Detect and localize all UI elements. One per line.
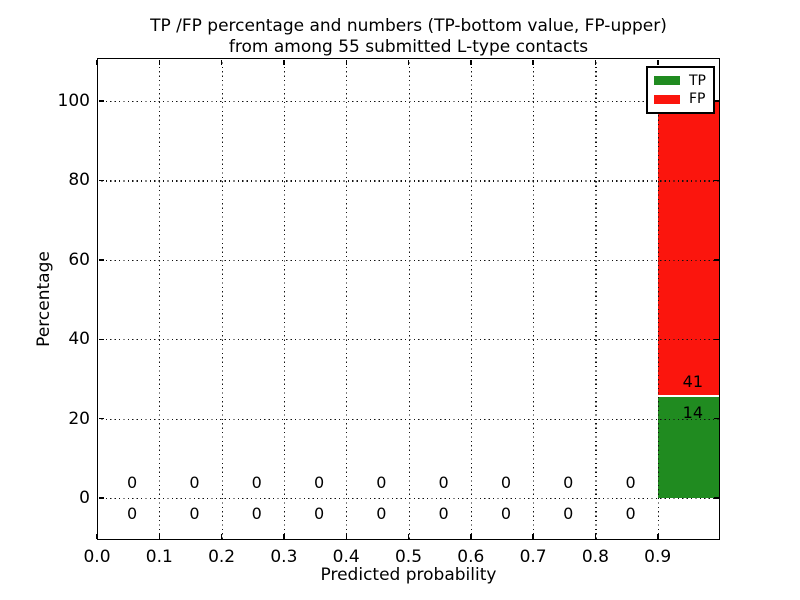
- fp-count-label: 0: [127, 473, 138, 492]
- x-tick-label: 0.3: [270, 547, 298, 567]
- x-tick-mark-top: [345, 59, 347, 65]
- y-tick-label: 20: [68, 408, 90, 429]
- v-gridline: [221, 58, 223, 540]
- tp-count-label: 0: [438, 504, 449, 523]
- y-tick-mark: [98, 259, 104, 261]
- bar-segment-separator: [657, 395, 720, 398]
- x-tick-mark-top: [532, 59, 534, 65]
- x-tick-mark: [470, 533, 472, 539]
- x-tick-mark: [158, 533, 161, 539]
- legend-entry-tp: TP: [648, 74, 713, 88]
- tp-count-label: 14: [682, 402, 704, 422]
- x-tick-mark-top: [470, 59, 472, 65]
- x-tick-mark: [220, 533, 223, 539]
- x-tick-label: 0.6: [457, 547, 485, 567]
- x-tick-label: 0.7: [519, 547, 547, 567]
- tp-color-swatch-icon: [654, 76, 680, 86]
- v-gridline: [657, 58, 659, 540]
- x-tick-label: 0.0: [83, 547, 111, 567]
- legend: TP FP: [646, 66, 715, 114]
- x-tick-mark: [407, 533, 410, 539]
- x-tick-label: 0.8: [581, 547, 609, 567]
- fp-color-swatch-icon: [654, 94, 680, 104]
- fp-count-label: 0: [500, 473, 512, 492]
- y-tick-mark: [98, 100, 104, 102]
- x-tick-mark-top: [283, 59, 285, 65]
- fp-count-label: 0: [251, 473, 262, 492]
- chart-title-line-1: TP /FP percentage and numbers (TP-bottom…: [150, 16, 667, 36]
- y-tick-label: 60: [68, 249, 90, 270]
- tp-count-label: 0: [189, 504, 200, 523]
- y-tick-mark-right: [713, 259, 719, 261]
- y-tick-mark-right: [713, 497, 719, 499]
- y-tick-label: 100: [57, 91, 90, 111]
- x-tick-label: 0.9: [644, 547, 672, 567]
- fp-count-label: 0: [313, 473, 325, 492]
- fp-count-label: 0: [376, 473, 387, 492]
- chart-title-line-2: from among 55 submitted L-type contacts: [228, 37, 589, 57]
- tp-count-label: 0: [251, 504, 262, 523]
- y-tick-label: 0: [79, 488, 90, 508]
- tp-count-label: 0: [127, 504, 138, 523]
- tp-count-label: 0: [313, 504, 325, 523]
- x-tick-label: 0.4: [332, 547, 360, 567]
- legend-label-fp: FP: [689, 91, 706, 108]
- tp-bar: [657, 396, 720, 498]
- x-axis-label: Predicted probability: [320, 565, 497, 585]
- y-tick-mark: [98, 338, 104, 340]
- v-gridline: [408, 58, 410, 540]
- tp-count-label: 0: [500, 504, 512, 523]
- v-gridline: [595, 58, 597, 540]
- x-tick-label: 0.1: [145, 547, 173, 567]
- y-tick-mark-right: [713, 417, 719, 420]
- v-gridline: [283, 58, 286, 540]
- x-tick-mark: [657, 533, 659, 539]
- y-tick-label: 40: [68, 329, 90, 350]
- x-tick-mark: [594, 533, 597, 539]
- x-tick-mark-top: [96, 59, 98, 65]
- fp-count-label: 0: [563, 473, 574, 492]
- tp-count-label: 0: [625, 504, 636, 523]
- x-tick-mark: [96, 533, 98, 539]
- x-tick-mark-top: [220, 59, 223, 65]
- x-tick-label: 0.2: [208, 547, 236, 567]
- fp-count-label: 41: [682, 371, 704, 391]
- v-gridline: [159, 58, 161, 540]
- y-tick-mark: [98, 497, 104, 499]
- v-gridline: [346, 58, 348, 540]
- y-tick-mark: [98, 179, 104, 182]
- fp-bar: [657, 101, 720, 397]
- x-tick-mark-top: [657, 59, 659, 65]
- x-tick-mark-top: [158, 59, 161, 65]
- x-tick-mark-top: [594, 59, 597, 65]
- x-tick-mark-top: [407, 59, 410, 65]
- v-gridline: [470, 58, 472, 540]
- y-tick-label: 80: [68, 170, 90, 191]
- x-tick-mark: [283, 533, 285, 539]
- y-tick-mark-right: [713, 338, 719, 340]
- v-gridline: [533, 58, 535, 540]
- tp-count-label: 0: [376, 504, 387, 523]
- x-tick-label: 0.5: [394, 547, 423, 567]
- tp-count-label: 0: [563, 504, 574, 523]
- y-tick-mark-right: [713, 179, 719, 182]
- y-tick-mark: [98, 417, 104, 420]
- fp-count-label: 0: [625, 473, 636, 492]
- fp-count-label: 0: [189, 473, 200, 492]
- fp-count-label: 0: [438, 473, 449, 492]
- x-tick-mark: [532, 533, 534, 539]
- x-tick-mark: [345, 533, 347, 539]
- legend-entry-fp: FP: [648, 92, 713, 106]
- y-tick-mark-right: [713, 100, 719, 102]
- legend-label-tp: TP: [689, 72, 706, 89]
